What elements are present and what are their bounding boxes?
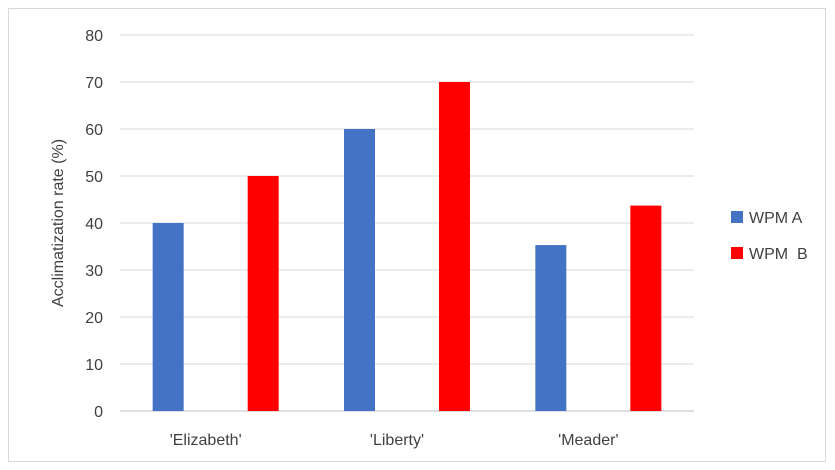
x-axis-ticks: 'Elizabeth' 'Liberty' 'Meader' (170, 432, 619, 449)
y-tick-label: 70 (85, 75, 103, 92)
bar-wpm-b (439, 82, 470, 411)
y-tick-label: 20 (85, 310, 103, 327)
y-tick-label: 80 (85, 28, 103, 45)
x-tick-label: 'Elizabeth' (170, 432, 242, 449)
bar-wpm-a (344, 129, 375, 411)
legend: WPM A WPM B (731, 210, 808, 263)
y-tick-label: 40 (85, 216, 103, 233)
y-axis-title: Acclimatization rate (%) (50, 139, 67, 307)
bar-wpm-b (247, 176, 279, 411)
bar-wpm-a (535, 245, 567, 411)
y-tick-label: 60 (85, 122, 103, 139)
chart-frame (8, 8, 826, 462)
y-tick-label: 50 (85, 169, 103, 186)
y-tick-label: 0 (94, 404, 103, 421)
x-tick-label: 'Meader' (558, 432, 618, 449)
legend-swatch (731, 211, 743, 223)
gridlines (120, 34, 694, 412)
y-axis-ticks: 0 10 20 30 40 50 60 70 80 (85, 28, 103, 421)
y-tick-label: 10 (85, 357, 103, 374)
x-tick-label: 'Liberty' (370, 432, 424, 449)
legend-label: WPM A (749, 210, 803, 227)
bar-wpm-a (152, 223, 184, 411)
bars (152, 82, 662, 411)
y-tick-label: 30 (85, 263, 103, 280)
bar-wpm-b (630, 205, 662, 411)
legend-swatch (731, 247, 743, 259)
legend-label: WPM B (749, 246, 808, 263)
